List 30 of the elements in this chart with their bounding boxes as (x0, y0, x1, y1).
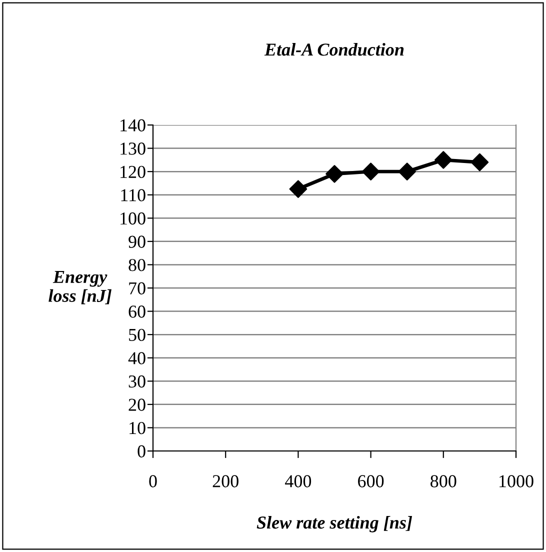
x-tick-label: 800 (430, 475, 456, 488)
y-tick-label: 100 (120, 212, 146, 225)
y-tick-label: 120 (120, 166, 146, 178)
y-tick-label: 40 (128, 352, 146, 364)
y-tick-label: 60 (128, 306, 146, 318)
point (470, 153, 489, 172)
y-tick-label: 90 (128, 236, 146, 248)
x-tick-label: 400 (285, 475, 312, 488)
point (398, 162, 416, 180)
y-tick-label: 30 (128, 375, 146, 388)
x-tick-label: 200 (212, 475, 238, 488)
x-tick-label: 600 (358, 475, 384, 488)
x-axis-title: Slew rate setting [ns] (256, 516, 412, 532)
chart-title: Etal-A Conduction (264, 43, 404, 56)
y-tick-label: 10 (130, 422, 146, 434)
y-axis-title: Energy loss [nJ] (48, 271, 112, 304)
x-tick-label: 1000 (500, 475, 534, 488)
point (326, 164, 344, 183)
y-tick-label: 20 (128, 398, 146, 411)
point (362, 162, 380, 180)
y-tick-label: 140 (120, 119, 146, 132)
y-tick-label: 130 (120, 142, 146, 155)
point (289, 180, 308, 198)
y-tick-label: 0 (138, 445, 146, 458)
y-tick-label: 70 (129, 282, 146, 294)
y-tick-label: 110 (121, 189, 146, 202)
y-tick-label: 80 (128, 258, 146, 272)
point (434, 151, 452, 169)
y-tick-label: 50 (129, 328, 146, 342)
x-tick-label: 0 (149, 475, 157, 488)
